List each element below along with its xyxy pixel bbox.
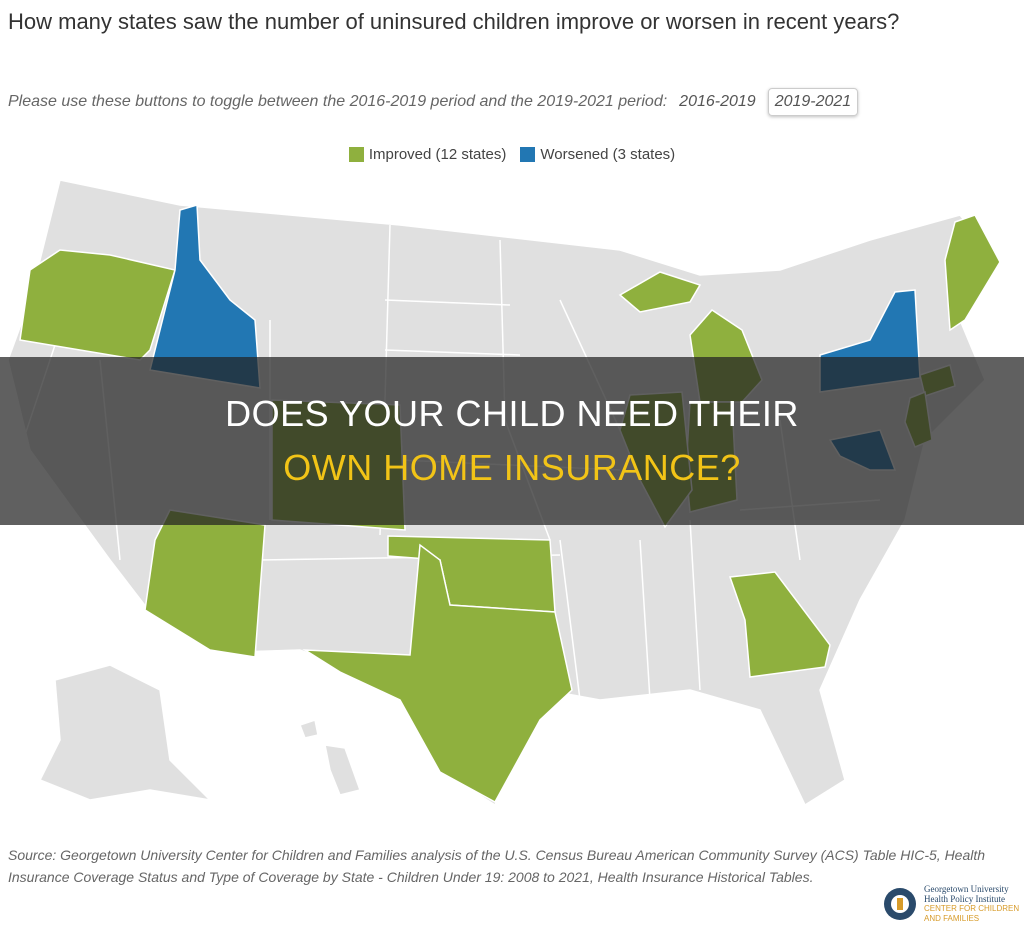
banner-line: DOES YOUR CHILD NEED THEIR — [225, 393, 799, 434]
hawaii — [324, 744, 361, 796]
state-improved — [144, 509, 266, 658]
state-improved — [19, 249, 176, 361]
banner-line: OWN HOME INSURANCE? — [283, 447, 741, 488]
period-button[interactable]: 2019-2021 — [767, 88, 859, 116]
state-improved — [618, 271, 702, 313]
hawaii — [299, 719, 319, 739]
legend: Improved (12 states) Worsened (3 states) — [0, 146, 1024, 163]
logo-mark — [884, 888, 916, 920]
state-improved — [302, 543, 573, 804]
legend-label: Improved (12 states) — [368, 146, 507, 163]
legend-item[interactable]: Improved (12 states) — [348, 146, 507, 163]
state-worsened — [149, 204, 261, 389]
period-button[interactable]: 2016-2019 — [679, 93, 756, 110]
legend-swatch — [520, 147, 536, 162]
state-improved — [944, 214, 1001, 332]
legend-swatch — [348, 147, 364, 162]
source: Source: Georgetown University Center for… — [8, 847, 986, 885]
state-improved — [728, 571, 831, 678]
legend-item[interactable]: Worsened (3 states) — [520, 146, 675, 163]
logo-line: AND FAMILIES — [924, 914, 980, 923]
banner — [0, 357, 1024, 525]
logo-line: Georgetown University — [924, 884, 1009, 894]
logo-line: Health Policy Institute — [924, 894, 1005, 904]
logo-line: CENTER FOR CHILDREN — [924, 904, 1020, 913]
legend-label: Worsened (3 states) — [540, 146, 676, 163]
subtitle: Please use these buttons to toggle betwe… — [8, 93, 668, 110]
logo: Georgetown University Health Policy Inst… — [882, 884, 1019, 924]
alaska — [38, 664, 213, 802]
logo-text: Georgetown University Health Policy Inst… — [924, 884, 1019, 924]
subtitle-row: Please use these buttons to toggle betwe… — [8, 88, 859, 116]
title: How many states saw the number of uninsu… — [8, 9, 900, 34]
